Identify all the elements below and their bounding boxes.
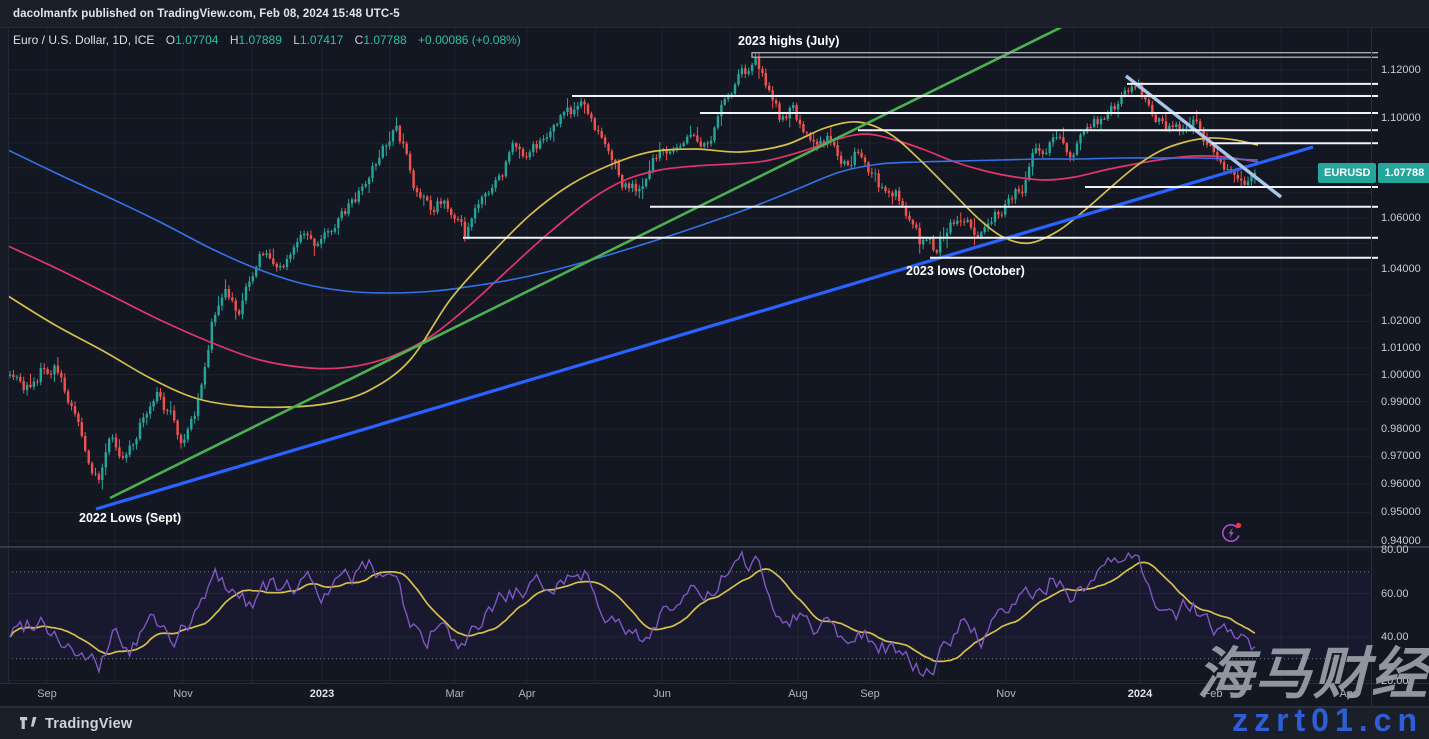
time-axis-month-label: Aug: [788, 688, 808, 700]
price-axis-label: 1.10000: [1381, 112, 1421, 124]
price-axis-label: 0.95000: [1381, 506, 1421, 518]
time-axis-top-border: [0, 683, 1429, 684]
price-axis-label: 1.04000: [1381, 263, 1421, 275]
time-axis-year-label: 2024: [1127, 688, 1153, 700]
time-axis-bottom-border: [0, 706, 1429, 707]
ma-pink: [8, 133, 1259, 370]
time-axis-month-label: Feb: [1203, 688, 1223, 700]
price-axis-label: 1.02000: [1381, 315, 1421, 327]
time-axis-month-label: Sep: [37, 688, 57, 700]
ohlc-open-label: O: [165, 33, 176, 47]
price-axis-border: [1371, 27, 1372, 707]
time-axis-month-label: Apr: [1339, 688, 1357, 700]
drawings[interactable]: [95, 13, 1373, 511]
uptrend-blue[interactable]: [95, 145, 1314, 511]
ohlc-open-value: 1.07704: [175, 33, 219, 47]
ohlc-high-value: 1.07889: [238, 33, 282, 47]
time-axis-month-label: Jun: [653, 688, 671, 700]
time-axis-month-label: Nov: [173, 688, 193, 700]
price-axis-label: 0.96000: [1381, 478, 1421, 490]
price-axis-ticks: [1371, 52, 1378, 259]
resistance-channel-2023-highs[interactable]: [751, 52, 1373, 58]
publish-bar: dacolmanfx published on TradingView.com,…: [0, 0, 1429, 28]
rsi-axis-label: 40.00: [1381, 631, 1409, 643]
footer-bar: TradingView: [0, 707, 1429, 739]
rsi-axis-label: 20.00: [1381, 675, 1409, 687]
price-axis-label: 1.01000: [1381, 342, 1421, 354]
annotation-lows-2023[interactable]: 2023 lows (October): [906, 264, 1025, 278]
publish-line: dacolmanfx published on TradingView.com,…: [13, 7, 400, 20]
time-axis-month-label: Sep: [860, 688, 880, 700]
change-value: +0.00086 (+0.08%): [418, 33, 521, 47]
rsi-axis-label: 60.00: [1381, 588, 1409, 600]
tradingview-wordmark: TradingView: [45, 716, 133, 732]
ohlc-close-value: 1.07788: [363, 33, 407, 47]
tradingview-logo-icon: [20, 716, 37, 729]
price-axis[interactable]: 1.12000 1.10000 1.06000 1.04000 1.02000 1.010…: [1372, 27, 1429, 687]
tradingview-logo[interactable]: TradingView: [20, 716, 132, 732]
symbol-title: Euro / U.S. Dollar, 1D, ICE: [13, 33, 155, 47]
rsi-line: [9, 550, 1256, 678]
price-axis-label: 0.99000: [1381, 396, 1421, 408]
rsi-axis-label: 80.00: [1381, 544, 1409, 556]
pane-left-border: [8, 27, 9, 683]
time-axis[interactable]: Sep Nov 2023 Mar Apr Jun Aug Sep Nov 2024 Feb Apr: [0, 684, 1371, 707]
lightning-icon[interactable]: [1220, 520, 1244, 544]
annotation-lows-2022[interactable]: 2022 Lows (Sept): [79, 511, 182, 525]
moving-averages: [8, 120, 1259, 409]
watermark-url: zzrt01.cn: [1232, 701, 1423, 738]
symbol-chip: EURUSD: [1318, 163, 1377, 183]
pane-separator[interactable]: [0, 546, 1429, 548]
candlestick-series: [8, 53, 1257, 490]
watermark-text: 海马财经: [1197, 642, 1429, 705]
rsi-indicator: [9, 550, 1256, 678]
annotation-highs-2023[interactable]: 2023 highs (July): [738, 34, 840, 48]
pane-left-margin: [0, 27, 8, 683]
time-axis-month-label: Apr: [518, 688, 536, 700]
last-price-chip: 1.07788: [1378, 163, 1429, 183]
price-axis-label: 1.00000: [1381, 369, 1421, 381]
price-axis-label: 1.06000: [1381, 212, 1421, 224]
price-axis-label: 1.12000: [1381, 64, 1421, 76]
ma-blue: [8, 149, 1259, 294]
price-axis-label: 0.94000: [1381, 535, 1421, 547]
ohlc-low-label: L: [293, 33, 300, 47]
price-axis-label: 0.98000: [1381, 423, 1421, 435]
ma-yellow: [8, 120, 1259, 409]
ohlc-low-value: 1.07417: [299, 33, 344, 47]
price-axis-label: 0.97000: [1381, 450, 1421, 462]
ohlc-high-label: H: [229, 33, 239, 47]
time-axis-year-label: 2023: [309, 688, 335, 700]
rsi-ma-line: [9, 561, 1256, 663]
uptrend-green[interactable]: [109, 13, 1090, 500]
symbol-legend: Euro / U.S. Dollar, 1D, ICE O1.07704 H1.…: [13, 33, 521, 47]
last-price-badge: EURUSD 1.07788: [1318, 163, 1429, 183]
time-axis-month-label: Nov: [996, 688, 1016, 700]
time-axis-month-label: Mar: [445, 688, 465, 700]
ohlc-close-label: C: [354, 33, 364, 47]
